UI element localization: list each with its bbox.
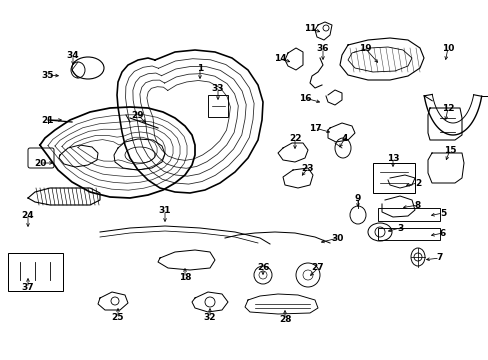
Text: 15: 15 xyxy=(443,145,455,154)
Text: 23: 23 xyxy=(301,163,314,172)
Text: 32: 32 xyxy=(203,314,216,323)
Text: 21: 21 xyxy=(41,116,54,125)
Bar xyxy=(207,95,227,117)
Text: 10: 10 xyxy=(441,44,453,53)
Text: 25: 25 xyxy=(112,314,124,323)
Text: 5: 5 xyxy=(439,208,445,217)
Text: 30: 30 xyxy=(331,234,344,243)
Text: 31: 31 xyxy=(159,206,171,215)
Text: 37: 37 xyxy=(21,284,34,292)
Text: 3: 3 xyxy=(396,224,402,233)
Text: 16: 16 xyxy=(298,94,311,103)
Text: 17: 17 xyxy=(308,123,321,132)
Text: 4: 4 xyxy=(341,134,347,143)
Text: 27: 27 xyxy=(311,264,324,273)
Text: 34: 34 xyxy=(66,50,79,59)
Text: 9: 9 xyxy=(354,194,361,202)
Text: 7: 7 xyxy=(436,253,442,262)
Text: 13: 13 xyxy=(386,153,398,162)
Text: 29: 29 xyxy=(131,111,144,120)
Bar xyxy=(372,163,414,193)
Text: 19: 19 xyxy=(358,44,370,53)
Text: 1: 1 xyxy=(197,63,203,72)
Text: 28: 28 xyxy=(278,315,291,324)
Text: 36: 36 xyxy=(316,44,328,53)
Text: 35: 35 xyxy=(41,71,54,80)
Text: 2: 2 xyxy=(414,179,420,188)
Text: 33: 33 xyxy=(211,84,224,93)
Text: 6: 6 xyxy=(439,229,445,238)
Bar xyxy=(377,208,439,221)
Text: 8: 8 xyxy=(414,201,420,210)
Text: 18: 18 xyxy=(179,274,191,283)
Text: 12: 12 xyxy=(441,104,453,113)
Text: 20: 20 xyxy=(34,158,46,167)
Text: 24: 24 xyxy=(21,211,34,220)
Bar xyxy=(8,253,63,291)
Bar xyxy=(377,228,439,240)
Text: 26: 26 xyxy=(256,264,269,273)
Text: 22: 22 xyxy=(288,134,301,143)
Text: 11: 11 xyxy=(303,23,316,32)
Text: 14: 14 xyxy=(273,54,286,63)
